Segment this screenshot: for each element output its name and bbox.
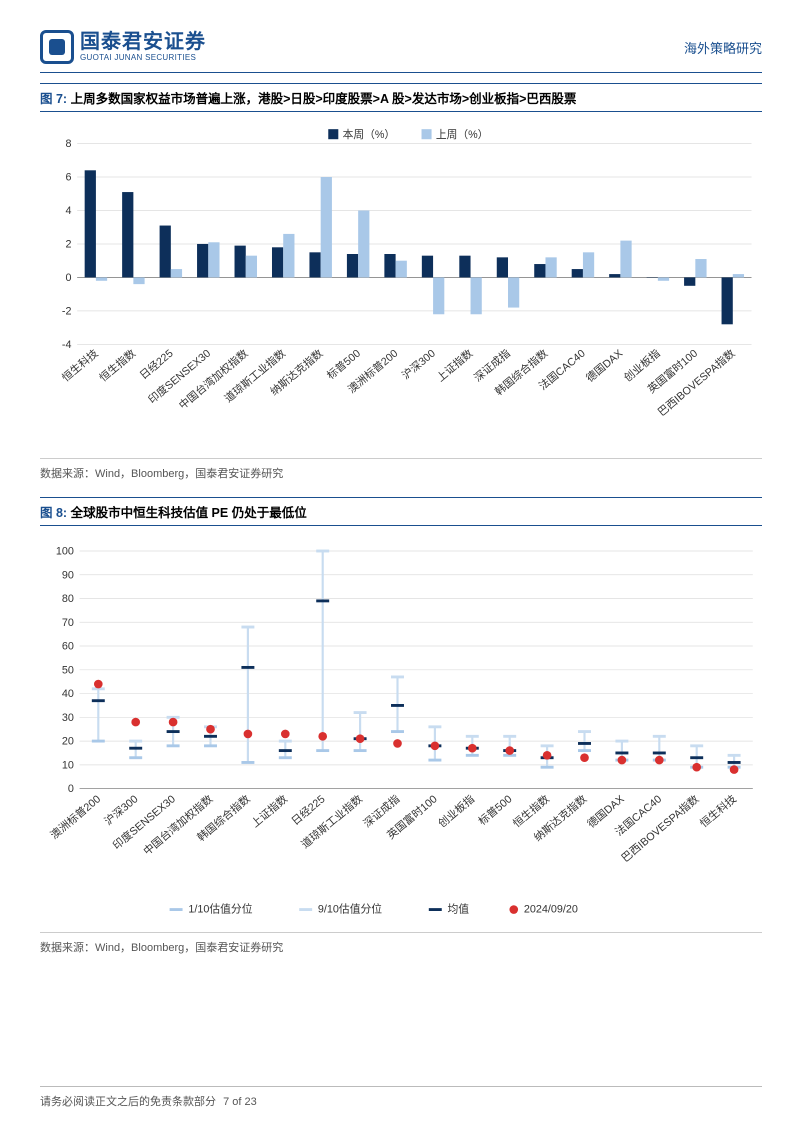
company-name-cn: 国泰君安证券 xyxy=(80,32,206,52)
disclaimer-text: 请务必阅读正文之后的免责条款部分 xyxy=(40,1096,216,1108)
svg-text:中国台湾加权指数: 中国台湾加权指数 xyxy=(140,792,215,858)
svg-text:8: 8 xyxy=(65,138,71,150)
svg-text:均值: 均值 xyxy=(448,902,470,915)
svg-text:恒生指数: 恒生指数 xyxy=(97,347,138,385)
svg-text:上证指数: 上证指数 xyxy=(248,792,290,831)
fig7-title: 上周多数国家权益市场普遍上涨，港股>日股>印度股票>A 股>发达市场>创业板指>… xyxy=(71,92,577,106)
svg-text:60: 60 xyxy=(62,641,74,653)
section-title: 海外策略研究 xyxy=(684,38,762,57)
svg-text:恒生科技: 恒生科技 xyxy=(697,792,739,831)
svg-text:10: 10 xyxy=(62,759,74,771)
svg-text:100: 100 xyxy=(56,546,74,558)
svg-text:50: 50 xyxy=(62,664,74,676)
svg-text:印度SENSEX30: 印度SENSEX30 xyxy=(146,347,213,407)
svg-text:沪深300: 沪深300 xyxy=(399,347,438,382)
svg-text:本周（%）: 本周（%） xyxy=(343,128,396,141)
fig8-prefix: 图 8: xyxy=(40,506,67,520)
svg-text:上证指数: 上证指数 xyxy=(434,347,475,385)
svg-text:-4: -4 xyxy=(62,339,72,351)
svg-text:德国DAX: 德国DAX xyxy=(583,347,625,385)
svg-text:20: 20 xyxy=(62,736,74,748)
svg-text:90: 90 xyxy=(62,569,74,581)
svg-text:标普500: 标普500 xyxy=(475,792,514,828)
svg-text:80: 80 xyxy=(62,593,74,605)
svg-text:澳洲标普200: 澳洲标普200 xyxy=(47,792,103,842)
company-logo: 国泰君安证券 GUOTAI JUNAN SECURITIES xyxy=(40,30,206,64)
svg-text:-2: -2 xyxy=(62,306,72,318)
svg-text:上周（%）: 上周（%） xyxy=(436,128,489,141)
fig8-title: 全球股市中恒生科技估值 PE 仍处于最低位 xyxy=(71,506,307,520)
svg-text:印度SENSEX30: 印度SENSEX30 xyxy=(110,792,178,852)
svg-text:1/10估值分位: 1/10估值分位 xyxy=(188,901,252,915)
svg-text:恒生科技: 恒生科技 xyxy=(59,347,100,385)
svg-text:6: 6 xyxy=(65,172,71,184)
fig7-source: 数据来源：Wind，Bloomberg，国泰君安证券研究 xyxy=(40,458,762,491)
svg-text:4: 4 xyxy=(65,205,71,217)
company-name-en: GUOTAI JUNAN SECURITIES xyxy=(80,54,206,62)
fig8-chart: 0102030405060708090100澳洲标普200沪深300印度SENS… xyxy=(40,530,762,928)
fig7-prefix: 图 7: xyxy=(40,92,67,106)
fig7-title-row: 图 7: 上周多数国家权益市场普遍上涨，港股>日股>印度股票>A 股>发达市场>… xyxy=(40,83,762,112)
svg-text:创业板指: 创业板指 xyxy=(435,792,477,831)
svg-text:0: 0 xyxy=(68,783,74,795)
page-number: 7 of 23 xyxy=(223,1096,257,1108)
svg-text:2024/09/20: 2024/09/20 xyxy=(524,903,578,915)
page-footer: 请务必阅读正文之后的免责条款部分 7 of 23 xyxy=(40,1086,762,1109)
svg-text:9/10估值分位: 9/10估值分位 xyxy=(318,901,382,915)
svg-text:0: 0 xyxy=(65,272,71,284)
page-header: 国泰君安证券 GUOTAI JUNAN SECURITIES 海外策略研究 xyxy=(40,30,762,73)
svg-text:2: 2 xyxy=(65,239,71,251)
fig8-source: 数据来源：Wind，Bloomberg，国泰君安证券研究 xyxy=(40,932,762,965)
logo-icon xyxy=(40,30,74,64)
fig8-title-row: 图 8: 全球股市中恒生科技估值 PE 仍处于最低位 xyxy=(40,497,762,526)
svg-text:30: 30 xyxy=(62,712,74,724)
svg-text:道琼斯工业指数: 道琼斯工业指数 xyxy=(298,792,365,851)
fig7-chart: -4-202468恒生科技恒生指数日经225印度SENSEX30中国台湾加权指数… xyxy=(40,116,762,454)
svg-text:70: 70 xyxy=(62,617,74,629)
svg-text:中国台湾加权指数: 中国台湾加权指数 xyxy=(176,347,250,412)
svg-text:40: 40 xyxy=(62,688,74,700)
